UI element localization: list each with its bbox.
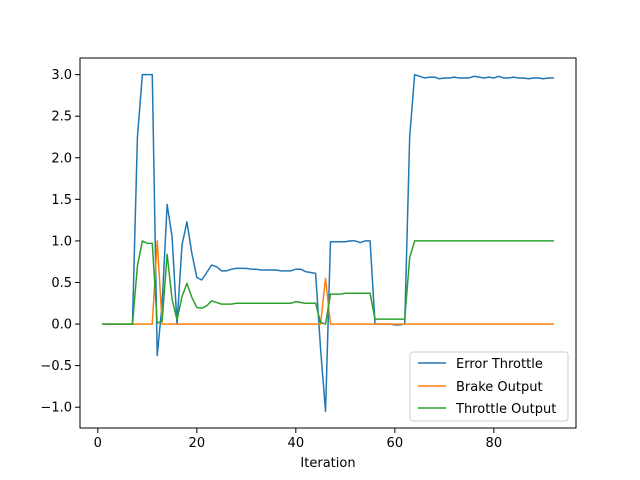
y-tick-label: −0.5 (40, 359, 72, 374)
y-tick-label: 0.5 (51, 276, 72, 291)
y-tick-label: 1.0 (51, 234, 72, 249)
x-tick-label: 40 (288, 436, 305, 451)
series-line-brake-output (102, 240, 554, 325)
legend-box (409, 351, 569, 422)
y-tick-label: 1.5 (51, 193, 72, 208)
x-tick-label: 20 (189, 436, 206, 451)
x-tick-label: 60 (387, 436, 404, 451)
y-tick-label: 2.0 (51, 151, 72, 166)
x-axis-ticks: 0 20 40 60 80 (94, 428, 502, 451)
y-axis-ticks: −1.0 −0.5 0.0 0.5 1.0 1.5 2.0 2.5 3.0 (40, 68, 80, 416)
x-tick-label: 80 (486, 436, 503, 451)
legend-label-throttle-output: Throttle Output (455, 402, 556, 417)
y-tick-label: 3.0 (51, 68, 72, 83)
legend-label-brake-output: Brake Output (456, 380, 543, 395)
legend: Error Throttle Brake Output Throttle Out… (409, 351, 569, 422)
legend-label-error-throttle: Error Throttle (456, 357, 543, 372)
y-tick-label: 2.5 (51, 110, 72, 125)
x-axis-label: Iteration (300, 456, 355, 471)
y-tick-label: 0.0 (51, 318, 72, 333)
x-tick-label: 0 (94, 436, 102, 451)
series-line-error-throttle (102, 73, 554, 413)
y-tick-label: −1.0 (40, 401, 72, 416)
plot-lines (102, 73, 554, 413)
plot-frame (79, 57, 577, 429)
series-line-throttle-output (102, 240, 554, 325)
